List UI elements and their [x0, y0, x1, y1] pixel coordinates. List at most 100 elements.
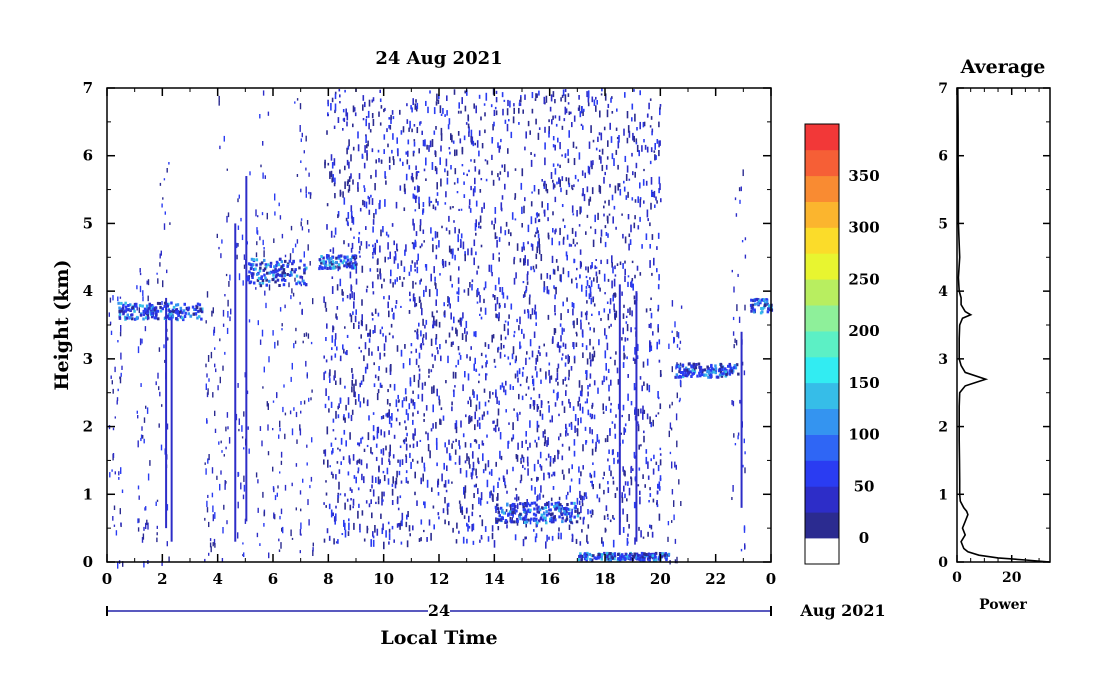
echo-cell: [471, 524, 473, 532]
echo-cell: [409, 120, 411, 129]
echo-cell: [484, 526, 487, 532]
echo-cell: [545, 376, 547, 380]
echo-cell: [230, 308, 232, 315]
echo-cell: [588, 293, 591, 300]
echo-cell: [341, 533, 344, 536]
echo-cell: [617, 164, 619, 170]
echo-cell: [728, 364, 732, 368]
echo-cell: [458, 352, 461, 356]
echo-cell: [282, 283, 286, 287]
echo-cell: [643, 168, 645, 172]
echo-cell: [120, 301, 123, 305]
echo-cell: [124, 317, 127, 321]
echo-cell: [561, 204, 564, 208]
echo-cell: [383, 475, 386, 482]
echo-cell: [120, 309, 124, 313]
echo-cell: [603, 489, 605, 495]
echo-cell: [471, 504, 474, 510]
echo-cell: [599, 110, 601, 118]
echo-cell: [583, 552, 587, 556]
echo-cell: [357, 182, 359, 189]
echo-cell: [385, 231, 388, 236]
echo-cell: [609, 183, 611, 188]
echo-cell: [547, 289, 550, 295]
echo-cell: [657, 324, 659, 328]
echo-cell: [448, 521, 450, 526]
echo-cell: [595, 105, 597, 112]
echo-cell: [473, 239, 476, 247]
echo-cell: [637, 423, 640, 427]
echo-cell: [567, 361, 570, 365]
echo-cell: [360, 350, 362, 353]
echo-cell: [162, 197, 164, 200]
echo-cell: [403, 207, 406, 212]
echo-cell: [479, 313, 481, 316]
echo-cell: [458, 500, 461, 504]
echo-cell: [639, 201, 641, 208]
echo-cell: [283, 272, 286, 276]
echo-cell: [557, 532, 560, 537]
echo-cell: [322, 261, 326, 265]
echo-cell: [520, 182, 523, 190]
echo-cell: [355, 379, 357, 386]
echo-cell: [481, 207, 483, 213]
echo-cell: [634, 327, 637, 330]
echo-cell: [520, 457, 522, 461]
echo-cell: [517, 496, 520, 501]
echo-cell: [558, 413, 560, 417]
echo-cell: [534, 366, 537, 371]
echo-cell: [134, 304, 138, 308]
echo-cell: [544, 157, 546, 166]
echo-cell: [257, 479, 259, 484]
echo-cell: [505, 221, 508, 227]
echo-cell: [508, 119, 510, 122]
echo-cell: [305, 193, 307, 198]
echo-cell: [586, 370, 588, 378]
echo-cell: [538, 244, 541, 251]
echo-cell: [143, 417, 146, 423]
echo-cell: [428, 289, 431, 297]
echo-cell: [259, 266, 262, 270]
echo-cell: [759, 311, 763, 315]
echo-cell: [609, 122, 611, 130]
echo-cell: [463, 486, 465, 495]
echo-cell: [463, 194, 466, 198]
echo-cell: [507, 321, 509, 326]
echo-cell: [635, 142, 638, 145]
echo-cell: [543, 209, 546, 214]
echo-cell: [540, 465, 542, 470]
echo-cell: [538, 238, 540, 245]
echo-cell: [267, 111, 270, 116]
echo-cell: [264, 265, 268, 269]
echo-cell: [633, 552, 636, 556]
echo-cell: [658, 339, 661, 345]
echo-cell: [397, 394, 399, 399]
echo-cell: [278, 202, 280, 207]
echo-cell: [609, 356, 612, 359]
echo-cell: [584, 426, 587, 431]
echo-cell: [113, 505, 116, 511]
echo-cell: [353, 236, 355, 239]
echo-cell: [166, 423, 169, 430]
echo-cell: [288, 273, 292, 277]
echo-cell: [302, 478, 304, 483]
echo-cell: [514, 497, 516, 500]
echo-cell: [273, 265, 276, 269]
echo-cell: [617, 557, 620, 561]
echo-cell: [607, 517, 609, 520]
echo-cell: [386, 412, 389, 418]
echo-cell: [489, 491, 491, 499]
echo-cell: [339, 259, 343, 263]
echo-cell: [568, 446, 571, 451]
echo-cell: [440, 133, 443, 141]
echo-cell: [529, 508, 532, 512]
echo-cell: [554, 287, 556, 290]
echo-cell: [428, 368, 430, 374]
echo-cell: [515, 272, 517, 279]
echo-cell: [435, 245, 438, 250]
echo-cell: [519, 517, 522, 521]
echo-cell: [280, 542, 282, 549]
echo-cell: [159, 262, 161, 267]
echo-cell: [363, 448, 366, 453]
echo-cell: [581, 284, 583, 292]
